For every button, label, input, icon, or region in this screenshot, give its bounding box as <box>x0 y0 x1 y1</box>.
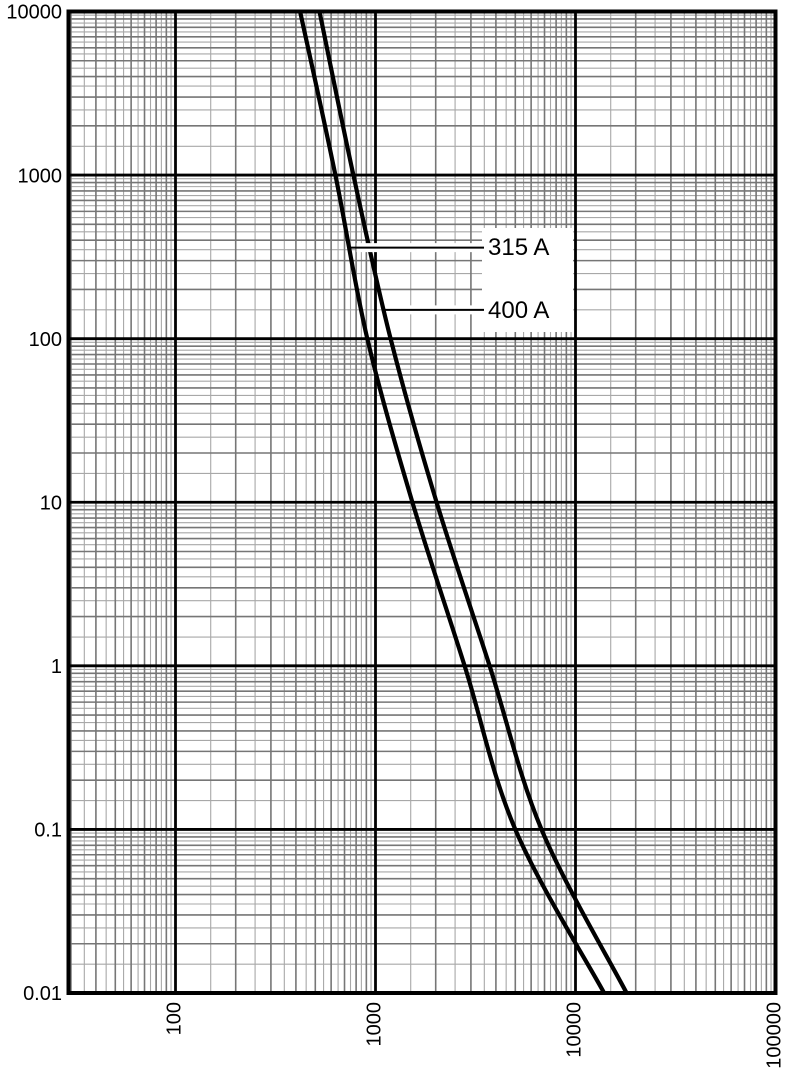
y-tick-label-1000: 1000 <box>18 165 63 187</box>
y-tick-label-0.01: 0.01 <box>23 983 62 1005</box>
y-tick-label-10: 10 <box>40 492 62 514</box>
y-tick-label-100: 100 <box>29 329 62 351</box>
x-tick-label-100000: 100000 <box>764 1002 786 1069</box>
x-tick-label-100: 100 <box>164 1002 186 1035</box>
curve-315a <box>297 11 607 993</box>
curve-label-315a: 315 A <box>488 234 550 261</box>
x-tick-label-10000: 10000 <box>564 1002 586 1058</box>
y-tick-label-10000: 10000 <box>6 2 62 24</box>
callout-box <box>482 228 573 332</box>
curve-label-400a: 400 A <box>488 297 550 324</box>
curve-400a <box>317 11 629 993</box>
y-tick-label-0.1: 0.1 <box>34 820 62 842</box>
x-tick-label-1000: 1000 <box>364 1002 386 1047</box>
y-tick-label-1: 1 <box>51 656 62 678</box>
plot-border <box>66 9 778 995</box>
